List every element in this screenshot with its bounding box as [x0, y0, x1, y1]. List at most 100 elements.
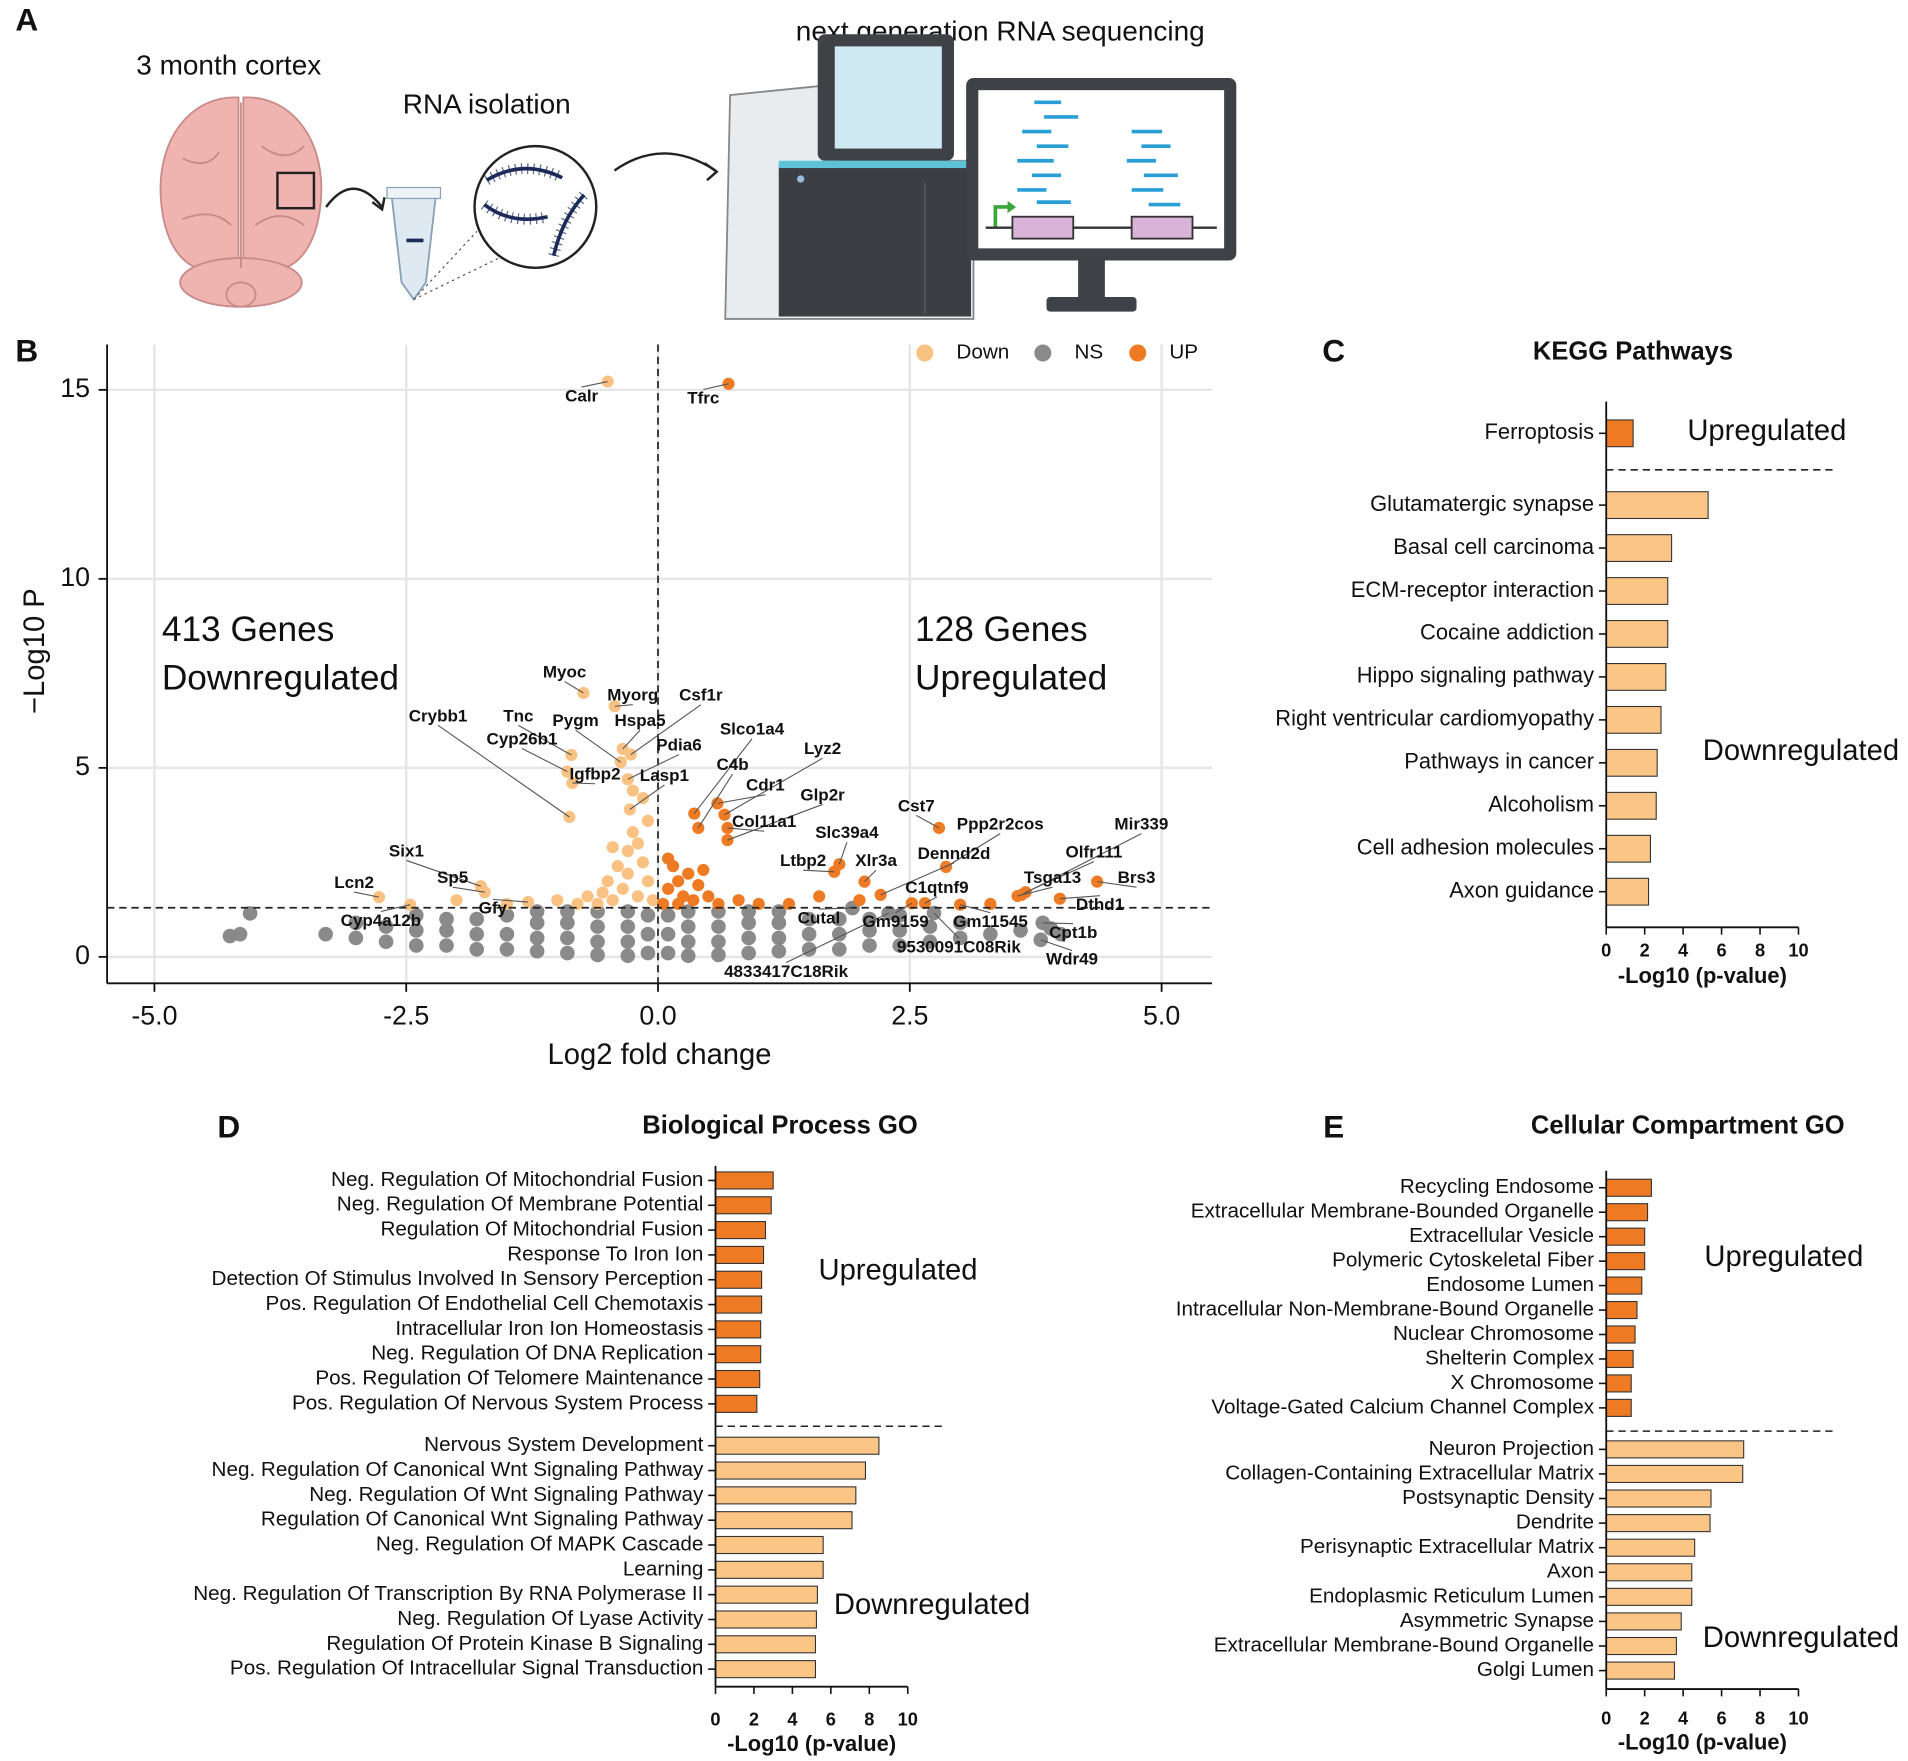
category-label: Cocaine addiction: [1420, 620, 1594, 645]
point: [660, 907, 676, 923]
leader-line: [727, 803, 823, 841]
category-label: Neg. Regulation Of DNA Replication: [371, 1342, 703, 1365]
gene-label: Wdr49: [1046, 950, 1098, 969]
category-label: Neg. Regulation Of MAPK Cascade: [376, 1532, 703, 1555]
gene-label: Hspa5: [615, 711, 666, 730]
category-label: Dendrite: [1516, 1511, 1594, 1534]
x-tick-label: 10: [1788, 940, 1808, 961]
gene-label: Myoc: [543, 663, 587, 682]
point: [801, 911, 817, 927]
leader-line: [437, 724, 570, 818]
gene-label: Crybb1: [409, 706, 468, 725]
point: [499, 942, 515, 957]
category-label: Golgi Lumen: [1477, 1658, 1594, 1681]
point: [662, 882, 675, 895]
category-label: Learning: [623, 1557, 703, 1580]
leader-line: [727, 827, 765, 832]
point: [932, 821, 946, 835]
point: [631, 837, 644, 850]
point: [682, 867, 695, 880]
bar: [714, 1585, 818, 1604]
category-label: Neg. Regulation Of Membrane Potential: [337, 1193, 704, 1216]
panel-label: B: [15, 332, 38, 368]
point: [439, 938, 454, 953]
point: [606, 841, 619, 854]
gene-label: Lcn2: [334, 873, 374, 892]
leader-line: [581, 380, 608, 388]
gene-label: Tsga13: [1024, 868, 1081, 887]
gene-label: Cyp26b1: [487, 729, 558, 748]
category-label: Asymmetric Synapse: [1400, 1609, 1594, 1632]
point: [620, 948, 636, 964]
bar: [1605, 705, 1662, 734]
x-tick-label: 8: [864, 1709, 874, 1730]
leader-line: [1097, 881, 1137, 888]
bar: [714, 1394, 758, 1413]
gene-label: Dennd2d: [918, 844, 991, 863]
category-label: Intracellular Non-Membrane-Bound Organel…: [1176, 1298, 1594, 1321]
point: [551, 894, 564, 907]
point: [741, 915, 756, 931]
bar: [1605, 1514, 1711, 1533]
x-tick-label: 4: [787, 1709, 798, 1730]
point: [892, 923, 908, 938]
x-tick-label: 10: [1788, 1707, 1808, 1728]
bar: [1605, 1398, 1632, 1417]
bar: [714, 1486, 857, 1505]
category-label: Glutamatergic synapse: [1370, 491, 1594, 516]
gene-label: Tnc: [503, 706, 533, 725]
category-label: Neg. Regulation Of Canonical Wnt Signali…: [212, 1458, 704, 1481]
point: [596, 886, 609, 899]
bar: [1605, 1276, 1643, 1295]
leader-line: [838, 841, 848, 865]
bar: [1605, 877, 1650, 906]
leader-line: [803, 869, 835, 873]
group-label: Downregulated: [1703, 735, 1899, 767]
leader-line: [572, 782, 596, 785]
category-label: Regulation Of Mitochondrial Fusion: [380, 1218, 703, 1241]
x-tick-label: 0.0: [639, 1000, 676, 1030]
point: [631, 890, 644, 903]
bar: [1605, 1587, 1693, 1606]
point: [611, 860, 624, 873]
point: [832, 942, 847, 957]
panel-label: A: [15, 1, 38, 37]
bar: [714, 1345, 762, 1364]
gene-label: Cyp4a12b: [341, 911, 421, 930]
point: [577, 686, 590, 700]
gene-label: Gfy: [479, 899, 508, 918]
x-tick-label: 10: [898, 1709, 918, 1730]
leader-line: [564, 681, 584, 694]
panel-label: E: [1323, 1109, 1344, 1145]
x-tick-label: 6: [1717, 1707, 1727, 1728]
arrow: [325, 187, 384, 208]
gene-label: Slco1a4: [720, 720, 785, 739]
bar: [1605, 1252, 1646, 1271]
x-tick-label: 4: [1678, 940, 1689, 961]
bar: [714, 1196, 772, 1215]
tube: [386, 186, 500, 302]
bar: [1605, 1325, 1636, 1344]
point: [952, 930, 968, 946]
x-axis-label: -Log10 (p-value): [727, 1731, 896, 1756]
category-label: Response To Iron Ion: [507, 1242, 703, 1265]
point: [711, 947, 726, 963]
point: [832, 926, 847, 942]
annotation: Upregulated: [915, 659, 1107, 698]
category-label: Pathways in cancer: [1404, 749, 1594, 774]
point: [242, 906, 258, 921]
bar: [1605, 1349, 1634, 1369]
category-label: Pos. Regulation Of Nervous System Proces…: [292, 1391, 703, 1414]
category-label: Axon: [1547, 1560, 1594, 1583]
x-tick-label: 8: [1755, 1707, 1765, 1728]
point: [662, 852, 675, 865]
category-label: Perisynaptic Extracellular Matrix: [1300, 1535, 1595, 1558]
bar: [714, 1511, 853, 1530]
point: [983, 926, 998, 942]
gene-label: C4b: [716, 755, 748, 774]
gene-label: Glp2r: [800, 785, 845, 804]
leader-line: [1059, 895, 1101, 900]
point: [450, 894, 463, 907]
leader-line: [452, 886, 485, 893]
x-tick-label: 0: [1601, 1707, 1611, 1728]
